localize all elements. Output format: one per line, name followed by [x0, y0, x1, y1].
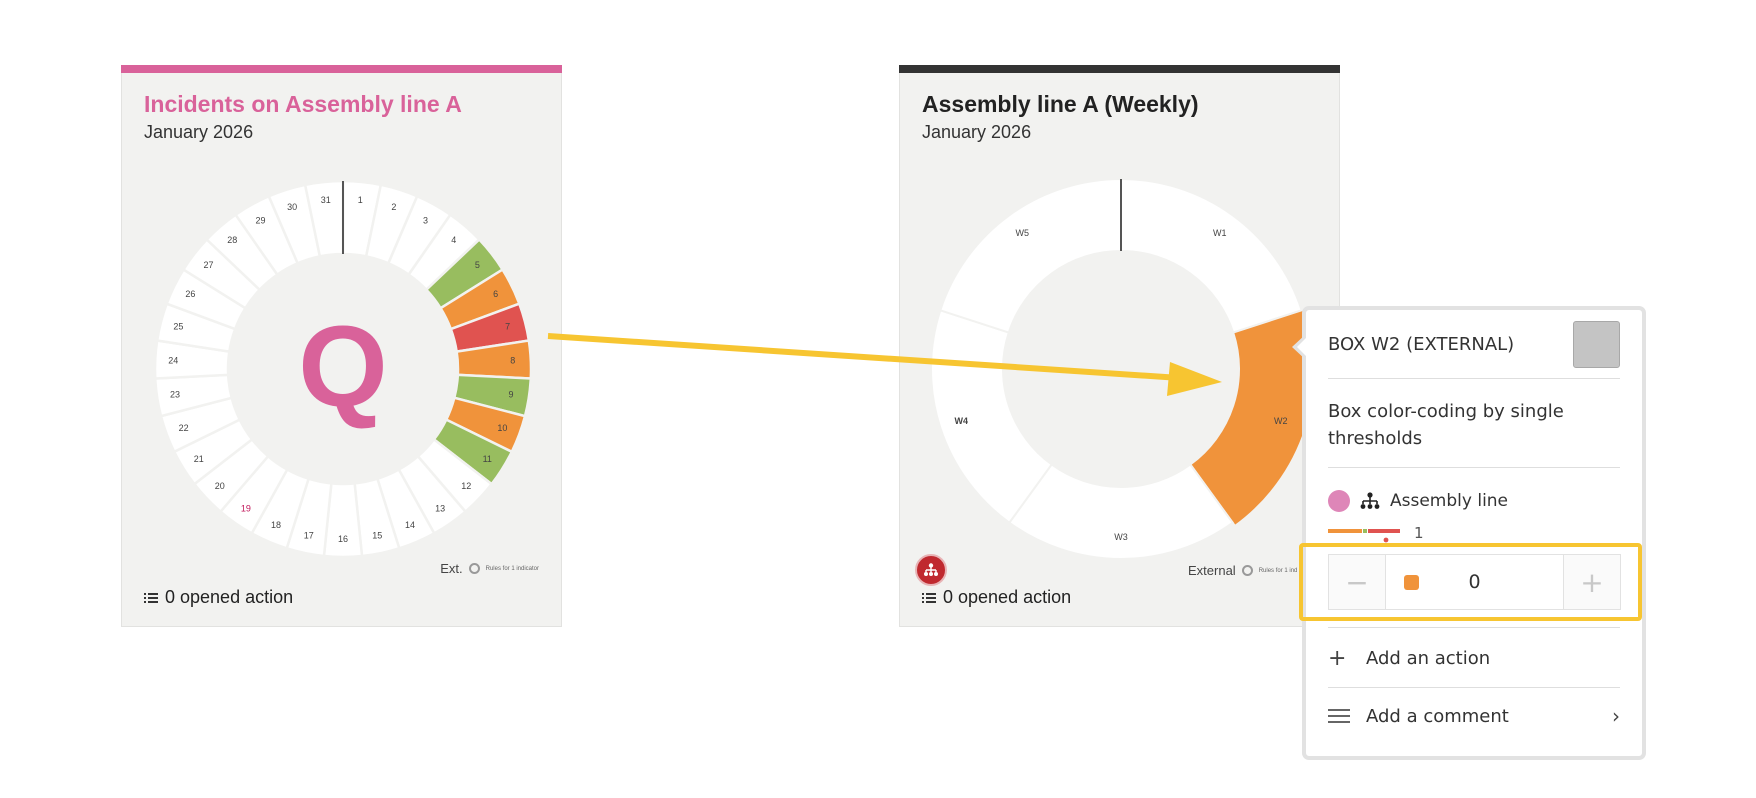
segment-label: 12 — [461, 481, 471, 491]
box-detail-popup[interactable]: BOX W2 (EXTERNAL) Box color-coding by si… — [1292, 306, 1646, 760]
plus-icon: + — [1328, 645, 1347, 671]
segment-label: 2 — [391, 202, 396, 212]
opened-actions-label: 0 opened action — [943, 587, 1072, 607]
card-color-bar — [121, 65, 562, 73]
segment-label: 14 — [405, 520, 415, 530]
segment-label: W1 — [1213, 228, 1227, 238]
opened-actions[interactable]: 0 opened action — [922, 587, 1071, 608]
segment-label: 18 — [271, 520, 281, 530]
popup-title: BOX W2 (EXTERNAL) — [1328, 334, 1515, 355]
legend-rules-text: Rules for 1 ind — [1258, 567, 1298, 574]
segment-label: 28 — [227, 235, 237, 245]
chevron-right-icon: › — [1612, 704, 1620, 728]
segment-label: 25 — [173, 321, 183, 331]
segment-label: 24 — [168, 355, 178, 365]
segment-label: 13 — [435, 504, 445, 514]
add-comment-label: Add a comment — [1366, 705, 1509, 727]
card-subtitle: January 2026 — [922, 122, 1032, 142]
segment-label: 10 — [497, 423, 507, 433]
segment-label: 22 — [179, 423, 189, 433]
legend-label: Ext. — [440, 561, 463, 576]
segment-label: 8 — [510, 355, 515, 365]
weekly-ring-chart[interactable]: W1 W2 W3 W4 W5 — [900, 126, 1341, 566]
stepper-value: 0 — [1468, 571, 1481, 593]
segment-label: 7 — [505, 321, 510, 331]
indicator-row[interactable]: Assembly line — [1328, 490, 1508, 512]
legend-rules-text: Rules for 1 indicator — [485, 565, 539, 572]
segment-label: 23 — [170, 390, 180, 400]
separator — [1328, 687, 1620, 688]
segment-label: W5 — [1016, 228, 1030, 238]
list-icon — [144, 592, 158, 603]
threshold-bars — [1328, 529, 1400, 543]
add-action-row[interactable]: + Add an action — [1328, 638, 1620, 678]
decrement-button[interactable]: − — [1345, 565, 1369, 599]
value-field[interactable]: 0 — [1385, 555, 1564, 609]
segment-label: W4 — [954, 416, 968, 426]
segment-label: 31 — [321, 195, 331, 205]
hierarchy-icon — [1360, 492, 1380, 509]
card-color-bar — [899, 65, 1340, 73]
card-subtitle: January 2026 — [144, 122, 254, 142]
box-color-swatch[interactable] — [1573, 321, 1620, 368]
indicator-label: Assembly line — [1390, 491, 1509, 511]
value-stepper[interactable]: − 0 + — [1328, 554, 1621, 610]
indicator-legend[interactable]: Ext. Rules for 1 indicator — [440, 561, 539, 576]
segment-label: 29 — [255, 215, 265, 225]
segment-label: 3 — [423, 215, 428, 225]
add-action-label: Add an action — [1366, 647, 1491, 669]
indicator-legend[interactable]: External Rules for 1 ind — [1188, 563, 1297, 578]
legend-label: External — [1188, 563, 1236, 578]
segment-label: 26 — [185, 289, 195, 299]
status-color-square — [1404, 575, 1419, 590]
segment-label: 4 — [451, 235, 456, 245]
popup-description: Box color-coding by single thresholds — [1328, 401, 1564, 449]
segment-label: 15 — [372, 531, 382, 541]
segment-label: 11 — [483, 454, 492, 464]
opened-actions[interactable]: 0 opened action — [144, 587, 293, 608]
segment-label: W3 — [1114, 532, 1128, 542]
segment-label: 30 — [287, 202, 297, 212]
incidents-card[interactable]: Incidents on Assembly line A January 202… — [121, 65, 562, 627]
opened-actions-label: 0 opened action — [165, 587, 294, 607]
segment-label: W2 — [1274, 416, 1288, 426]
segment-label: 20 — [215, 481, 225, 491]
add-comment-row[interactable]: Add a comment › — [1328, 696, 1620, 736]
segment-label: 17 — [304, 531, 314, 541]
card-title: Assembly line A (Weekly) — [922, 91, 1199, 117]
ring-center — [228, 254, 458, 484]
segment-label: 16 — [338, 534, 348, 544]
highlight-frame — [1299, 543, 1642, 621]
legend-ring-icon — [1241, 565, 1253, 576]
increment-button[interactable]: + — [1580, 565, 1604, 599]
separator — [1328, 378, 1620, 379]
segment-label: 27 — [204, 260, 214, 270]
segment-label: 19 — [241, 504, 251, 514]
indicator-count: 1 — [1414, 524, 1424, 542]
hierarchy-icon — [924, 563, 938, 576]
segment-label: 5 — [475, 260, 480, 270]
list-icon — [922, 592, 936, 603]
separator — [1328, 627, 1620, 628]
weekly-card[interactable]: Assembly line A (Weekly) January 2026 W1… — [899, 65, 1340, 627]
popup-pointer — [1292, 334, 1306, 360]
segment-label: 6 — [493, 289, 498, 299]
segment-label: 1 — [358, 195, 363, 205]
ring-center — [1003, 251, 1239, 487]
card-title: Incidents on Assembly line A — [144, 91, 462, 117]
indicator-color-dot — [1328, 490, 1350, 512]
segment-label: 21 — [194, 454, 204, 464]
center-letter: Q — [298, 303, 387, 431]
segment-label: 9 — [509, 390, 514, 400]
process-badge[interactable] — [915, 554, 947, 586]
legend-ring-icon — [468, 563, 480, 574]
comment-lines-icon — [1328, 709, 1350, 723]
separator — [1328, 467, 1620, 468]
daily-ring-chart[interactable]: 1234567891011121314151617181920212223242… — [122, 126, 563, 566]
